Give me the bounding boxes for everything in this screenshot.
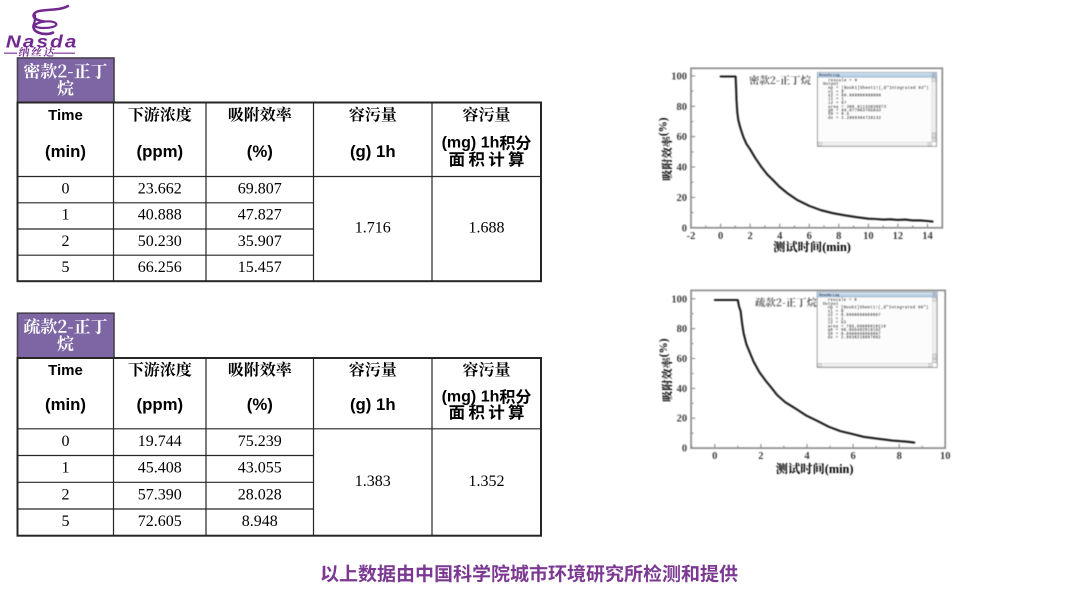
svg-text:(%): (%) — [658, 117, 670, 136]
svg-text:0: 0 — [718, 231, 723, 242]
svg-text:40: 40 — [677, 384, 688, 395]
svg-text:66.256: 66.256 — [138, 259, 182, 276]
svg-text:(%): (%) — [247, 142, 273, 161]
svg-text:43.055: 43.055 — [238, 460, 282, 477]
svg-text:10: 10 — [940, 451, 951, 462]
svg-text:35.907: 35.907 — [238, 233, 282, 250]
svg-text:1.716: 1.716 — [355, 220, 391, 237]
svg-text:12: 12 — [893, 231, 904, 242]
svg-text:np = [Book1]Sheet1!(,@"Integra: np = [Book1]Sheet1!(,@"Integrated 93") — [828, 86, 929, 91]
svg-text:(min): (min) — [825, 462, 854, 476]
svg-text:20: 20 — [677, 414, 688, 425]
svg-text:x1 = 0: x1 = 0 — [828, 310, 844, 314]
svg-text:x1 = 0: x1 = 0 — [828, 91, 844, 95]
svg-text:g0 = 98.855482019162: g0 = 98.855482019162 — [828, 329, 881, 333]
svg-text:40.888: 40.888 — [138, 207, 182, 224]
svg-text:5: 5 — [62, 259, 70, 276]
svg-text:100: 100 — [671, 71, 687, 82]
svg-text:75.239: 75.239 — [238, 433, 282, 450]
svg-text:(min): (min) — [45, 142, 86, 161]
svg-text:Results Log: Results Log — [819, 73, 840, 77]
svg-text:19.744: 19.744 — [138, 433, 182, 450]
svg-text:(g) 1h: (g) 1h — [350, 142, 396, 161]
svg-text:i2 = 87: i2 = 87 — [828, 101, 847, 106]
svg-text:15.457: 15.457 — [238, 259, 282, 276]
svg-text:57.390: 57.390 — [138, 486, 182, 503]
svg-text:2: 2 — [62, 486, 70, 503]
svg-text:Results Log: Results Log — [819, 293, 840, 297]
svg-text:dx = 2.2866304728132: dx = 2.2866304728132 — [828, 116, 881, 121]
svg-text:5: 5 — [62, 513, 70, 530]
svg-text:np = [Book1]Sheet1!(,@"Integra: np = [Book1]Sheet1!(,@"Integrated 99") — [828, 306, 929, 311]
svg-text:x2 = 8.6666666666667: x2 = 8.6666666666667 — [828, 314, 881, 318]
svg-text:0: 0 — [682, 223, 687, 234]
svg-text:g0 = 99.077063765843: g0 = 99.077063765843 — [828, 110, 881, 114]
svg-text:40: 40 — [677, 163, 688, 174]
svg-text:(%): (%) — [658, 338, 670, 357]
svg-text:8: 8 — [897, 451, 902, 462]
svg-text:20: 20 — [677, 193, 688, 204]
svg-text:(%): (%) — [247, 395, 273, 414]
svg-text:50.230: 50.230 — [138, 233, 182, 250]
svg-text:(mg) 1h: (mg) 1h — [442, 389, 500, 406]
svg-text:i1 = 1: i1 = 1 — [828, 317, 844, 322]
svg-text:-2: -2 — [687, 231, 696, 242]
svg-text:rescale = 0: rescale = 0 — [828, 298, 858, 303]
svg-text:Time: Time — [48, 107, 83, 124]
svg-text:2: 2 — [62, 233, 70, 250]
svg-text:i2 = 53: i2 = 53 — [828, 321, 847, 326]
svg-text:(mg) 1h: (mg) 1h — [442, 135, 500, 152]
svg-text:(ppm): (ppm) — [136, 395, 183, 414]
svg-text:Nasda: Nasda — [6, 33, 79, 52]
svg-text:47.827: 47.827 — [238, 207, 282, 224]
svg-text:(g) 1h: (g) 1h — [350, 395, 396, 414]
svg-text:area = 360.61133838873: area = 360.61133838873 — [828, 106, 887, 110]
svg-text:8.948: 8.948 — [242, 513, 278, 530]
svg-text:14: 14 — [922, 231, 933, 242]
svg-text:x0 = 0.5: x0 = 0.5 — [828, 113, 850, 117]
svg-text:4: 4 — [777, 231, 783, 242]
svg-text:28.028: 28.028 — [238, 486, 282, 503]
svg-text:2: 2 — [747, 231, 752, 242]
svg-text:45.408: 45.408 — [138, 460, 182, 477]
svg-text:(min): (min) — [45, 395, 86, 414]
svg-text:72.605: 72.605 — [138, 513, 182, 530]
svg-text:0: 0 — [62, 181, 70, 198]
svg-text:1.383: 1.383 — [355, 473, 391, 490]
svg-text:80: 80 — [677, 102, 688, 113]
svg-text:10: 10 — [863, 231, 874, 242]
svg-text:Time: Time — [48, 362, 83, 379]
svg-text:60: 60 — [677, 354, 688, 365]
svg-text:area = 785.06689010116: area = 785.06689010116 — [828, 325, 887, 329]
svg-text:0: 0 — [682, 444, 687, 455]
svg-text:6: 6 — [807, 231, 812, 242]
svg-text:x0 = 0.6666666666667: x0 = 0.6666666666667 — [828, 333, 881, 337]
svg-text:60: 60 — [677, 132, 688, 143]
svg-text:0: 0 — [62, 433, 70, 450]
svg-text:8: 8 — [836, 231, 841, 242]
svg-text:rescale = 0: rescale = 0 — [828, 79, 858, 84]
svg-text:100: 100 — [671, 294, 687, 305]
svg-text:1.688: 1.688 — [469, 220, 505, 237]
svg-text:x: x — [934, 293, 936, 297]
svg-text:dx = 2.0938218897692: dx = 2.0938218897692 — [828, 336, 881, 341]
svg-text:x2 = 96.000000000000: x2 = 96.000000000000 — [828, 95, 881, 99]
svg-text:4: 4 — [804, 451, 810, 462]
svg-text:1: 1 — [62, 460, 70, 477]
svg-text:23.662: 23.662 — [138, 181, 182, 198]
svg-text:6: 6 — [850, 451, 855, 462]
svg-text:i1 = 1: i1 = 1 — [828, 97, 844, 102]
svg-text:Output: Output — [823, 303, 839, 307]
svg-text:1: 1 — [62, 207, 70, 224]
svg-text:69.807: 69.807 — [238, 181, 282, 198]
svg-text:(ppm): (ppm) — [136, 142, 183, 161]
svg-text:(min): (min) — [822, 240, 851, 254]
svg-text:80: 80 — [677, 324, 688, 335]
svg-text:Output: Output — [823, 83, 839, 87]
svg-text:1.352: 1.352 — [469, 473, 505, 490]
svg-text:x: x — [933, 73, 935, 77]
svg-text:2: 2 — [758, 451, 763, 462]
svg-text:0: 0 — [712, 451, 717, 462]
